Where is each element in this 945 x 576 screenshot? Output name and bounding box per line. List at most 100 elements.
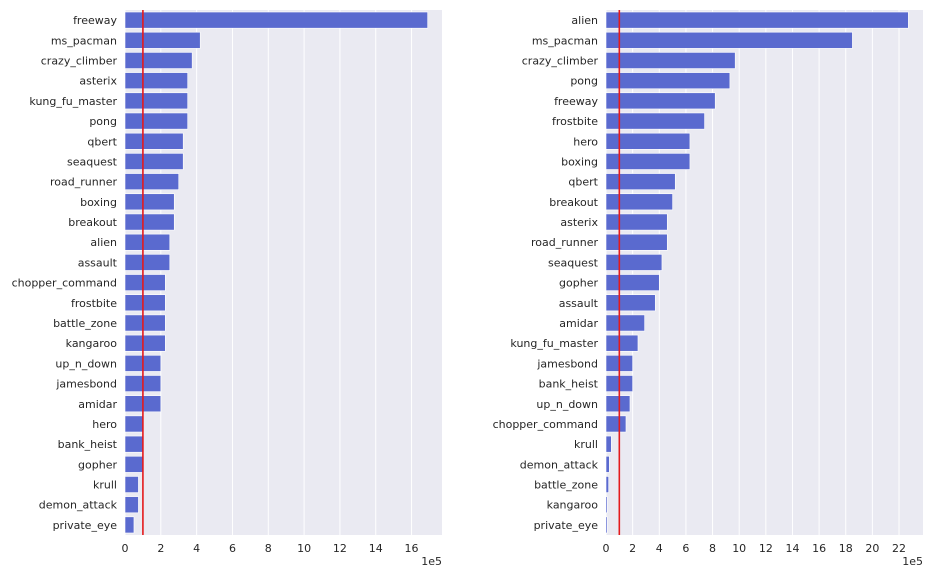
- right-category-label: krull: [574, 438, 598, 451]
- left-category-label: krull: [93, 479, 117, 492]
- right-x-tick-label: 6: [682, 542, 689, 555]
- right-category-label: kung_fu_master: [510, 337, 598, 350]
- right-bar-amidar: [605, 314, 645, 332]
- left-bar-kangaroo: [124, 334, 166, 352]
- right-category-label: boxing: [561, 155, 598, 168]
- left-category-label: jamesbond: [55, 378, 117, 391]
- left-category-label: assault: [78, 256, 118, 269]
- left-category-label: private_eye: [53, 519, 118, 532]
- left-bar-asterix: [124, 72, 188, 90]
- left-bar-ms_pacman: [124, 31, 201, 49]
- left-category-label: pong: [89, 115, 117, 128]
- left-category-label: road_runner: [50, 176, 117, 189]
- right-bar-battle_zone: [605, 476, 609, 493]
- left-category-label: gopher: [78, 458, 117, 471]
- right-x-tick-label: 18: [839, 542, 853, 555]
- left-category-label: alien: [90, 236, 117, 249]
- left-category-label: hero: [92, 418, 117, 431]
- right-x-tick-label: 20: [865, 542, 879, 555]
- right-scale-label: 1e5: [902, 555, 923, 568]
- left-category-label: kung_fu_master: [29, 95, 117, 108]
- right-bar-up_n_down: [605, 395, 631, 413]
- left-category-label: bank_heist: [58, 438, 118, 451]
- left-category-label: battle_zone: [53, 317, 117, 330]
- right-x-tick-label: 22: [892, 542, 906, 555]
- left-scale-label: 1e5: [421, 555, 442, 568]
- left-x-tick-label: 10: [297, 542, 311, 555]
- right-bar-assault: [605, 294, 656, 312]
- right-bar-chopper_command: [605, 415, 627, 433]
- left-category-label: up_n_down: [55, 357, 117, 370]
- left-x-tick-label: 16: [405, 542, 419, 555]
- left-bar-alien: [124, 233, 171, 251]
- right-category-label: chopper_command: [493, 418, 598, 431]
- right-x-tick-label: 4: [656, 542, 663, 555]
- right-bar-private_eye: [605, 516, 608, 534]
- left-x-tick-label: 8: [265, 542, 272, 555]
- right-bar-kangaroo: [605, 496, 608, 514]
- right-bar-freeway: [605, 92, 716, 110]
- left-bar-road_runner: [124, 173, 180, 191]
- right-bar-breakout: [605, 193, 673, 211]
- left-bar-gopher: [124, 455, 144, 473]
- right-category-label: freeway: [554, 95, 598, 108]
- left-x-tick-label: 6: [229, 542, 236, 555]
- left-category-label: frostbite: [71, 297, 117, 310]
- left-x-tick-label: 12: [333, 542, 347, 555]
- left-category-label: kangaroo: [66, 337, 118, 350]
- right-bar-alien: [605, 11, 909, 29]
- right-bar-krull: [605, 435, 612, 453]
- right-x-tick-label: 12: [759, 542, 773, 555]
- left-category-label: ms_pacman: [51, 34, 117, 47]
- left-bar-seaquest: [124, 153, 184, 170]
- right-chart-panel: 0 2 4 6 8 10 12 14 16 18 20 22 alien ms_pacman crazy_c…: [493, 10, 923, 568]
- right-category-label: jamesbond: [536, 357, 598, 370]
- left-category-label: asterix: [79, 75, 117, 88]
- left-bar-chopper_command: [124, 274, 166, 291]
- right-category-label: frostbite: [552, 115, 598, 128]
- left-category-label: qbert: [87, 135, 117, 148]
- right-category-label: alien: [571, 14, 598, 27]
- right-category-label: ms_pacman: [532, 34, 598, 47]
- right-x-tick-label: 16: [812, 542, 826, 555]
- right-bar-hero: [605, 132, 691, 150]
- left-bar-frostbite: [124, 294, 166, 312]
- right-bar-frostbite: [605, 112, 705, 130]
- right-x-tick-label: 0: [603, 542, 610, 555]
- right-bar-pong: [605, 72, 731, 90]
- left-bar-kung_fu_master: [124, 92, 188, 110]
- right-category-label: gopher: [559, 277, 598, 290]
- left-bar-krull: [124, 476, 139, 493]
- right-category-label: asterix: [560, 216, 598, 229]
- left-bar-hero: [124, 415, 144, 433]
- right-category-label: crazy_climber: [522, 54, 599, 67]
- left-category-label: boxing: [80, 196, 117, 209]
- right-bar-qbert: [605, 173, 676, 191]
- right-category-label: battle_zone: [534, 479, 598, 492]
- right-category-label: pong: [570, 75, 598, 88]
- right-category-label: up_n_down: [536, 398, 598, 411]
- right-category-label: demon_attack: [520, 458, 599, 471]
- right-category-label: kangaroo: [547, 499, 599, 512]
- left-chart-panel: 0 2 4 6 8 10 12 14 16 freeway ms_pacman crazy_climb…: [12, 10, 442, 568]
- left-x-tick-label: 4: [193, 542, 200, 555]
- left-bar-pong: [124, 112, 188, 130]
- right-category-label: hero: [573, 135, 598, 148]
- left-category-label: crazy_climber: [41, 54, 118, 67]
- left-bar-battle_zone: [124, 314, 166, 332]
- left-bar-freeway: [124, 11, 428, 29]
- left-category-label: demon_attack: [39, 499, 118, 512]
- right-category-label: qbert: [568, 176, 598, 189]
- right-bar-gopher: [605, 274, 660, 291]
- right-x-tick-label: 14: [785, 542, 799, 555]
- right-category-label: road_runner: [531, 236, 598, 249]
- right-bar-crazy_climber: [605, 52, 736, 69]
- left-bar-demon_attack: [124, 496, 139, 514]
- right-category-label: seaquest: [548, 256, 599, 269]
- left-x-tick-label: 0: [122, 542, 129, 555]
- left-bar-bank_heist: [124, 435, 144, 453]
- right-bar-road_runner: [605, 233, 668, 251]
- right-x-tick-label: 8: [709, 542, 716, 555]
- left-x-tick-label: 2: [157, 542, 164, 555]
